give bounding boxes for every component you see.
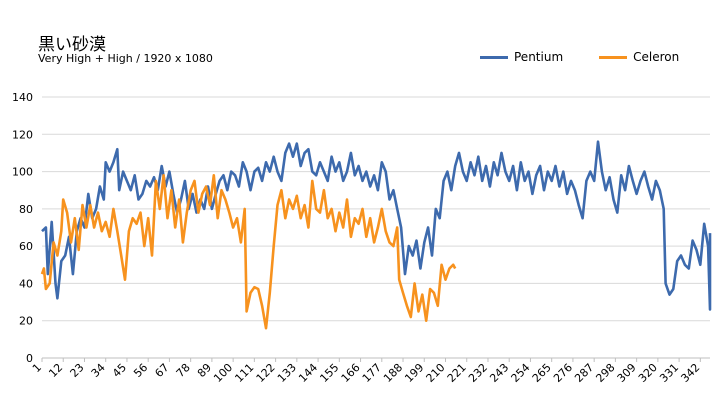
- x-tick-label-12: 12: [46, 361, 65, 380]
- x-tick-label-331: 331: [657, 361, 681, 385]
- x-tick-label-78: 78: [174, 361, 193, 380]
- x-tick-label-166: 166: [339, 361, 363, 385]
- y-tick-label-140: 140: [12, 91, 33, 104]
- x-tick-label-265: 265: [530, 361, 554, 385]
- x-tick-label-298: 298: [593, 361, 617, 385]
- legend-item-pentium: Pentium: [480, 50, 563, 64]
- x-tick-label-89: 89: [195, 361, 214, 380]
- x-tick-label-111: 111: [232, 361, 256, 385]
- gridlines: [42, 96, 710, 359]
- x-tick-label-342: 342: [678, 361, 702, 385]
- series-line-celeron: [40, 174, 457, 330]
- legend-label-celeron: Celeron: [633, 50, 680, 64]
- legend-swatch-celeron: [599, 55, 628, 59]
- x-tick-label-287: 287: [572, 361, 596, 385]
- series-lines: [40, 140, 712, 330]
- chart-subtitle: Very High + High / 1920 x 1080: [38, 52, 213, 65]
- y-tick-label-0: 0: [26, 352, 33, 365]
- legend-swatch-pentium: [480, 55, 508, 59]
- x-tick-label-56: 56: [131, 361, 150, 380]
- x-axis: 1 12 23 34 45 56 67 78 8910011112213314415516617…: [30, 358, 702, 385]
- x-tick-label-144: 144: [296, 361, 320, 385]
- x-tick-label-199: 199: [402, 361, 426, 385]
- y-tick-label-20: 20: [19, 315, 33, 328]
- x-tick-label-45: 45: [110, 361, 129, 380]
- x-tick-label-34: 34: [89, 361, 108, 380]
- x-tick-label-309: 309: [615, 361, 639, 385]
- chart-title: 黒い砂漠: [38, 35, 106, 55]
- series-line-pentium: [41, 140, 712, 311]
- x-tick-label-320: 320: [636, 361, 660, 385]
- y-tick-label-80: 80: [19, 203, 33, 216]
- x-tick-label-232: 232: [466, 361, 490, 385]
- x-tick-label-188: 188: [381, 361, 405, 385]
- x-tick-label-1: 1: [30, 361, 44, 375]
- x-tick-label-276: 276: [551, 361, 575, 385]
- y-tick-label-60: 60: [19, 240, 33, 253]
- x-tick-label-133: 133: [275, 361, 299, 385]
- y-axis: 0 20 40 60 80 100 120 140: [12, 91, 33, 365]
- x-tick-label-243: 243: [487, 361, 511, 385]
- y-tick-label-100: 100: [12, 166, 33, 179]
- x-tick-label-100: 100: [211, 361, 235, 385]
- x-tick-label-23: 23: [68, 361, 87, 380]
- legend-item-celeron: Celeron: [599, 50, 679, 64]
- x-tick-label-177: 177: [360, 361, 384, 385]
- y-tick-label-120: 120: [12, 128, 33, 141]
- x-tick-label-155: 155: [317, 361, 341, 385]
- x-tick-label-210: 210: [424, 361, 448, 385]
- x-tick-label-122: 122: [254, 361, 278, 385]
- x-tick-label-221: 221: [445, 361, 469, 385]
- legend: Pentium Celeron: [480, 50, 679, 64]
- y-tick-label-40: 40: [19, 277, 33, 290]
- x-tick-label-67: 67: [152, 361, 171, 380]
- x-tick-label-254: 254: [509, 361, 533, 385]
- legend-label-pentium: Pentium: [514, 50, 564, 64]
